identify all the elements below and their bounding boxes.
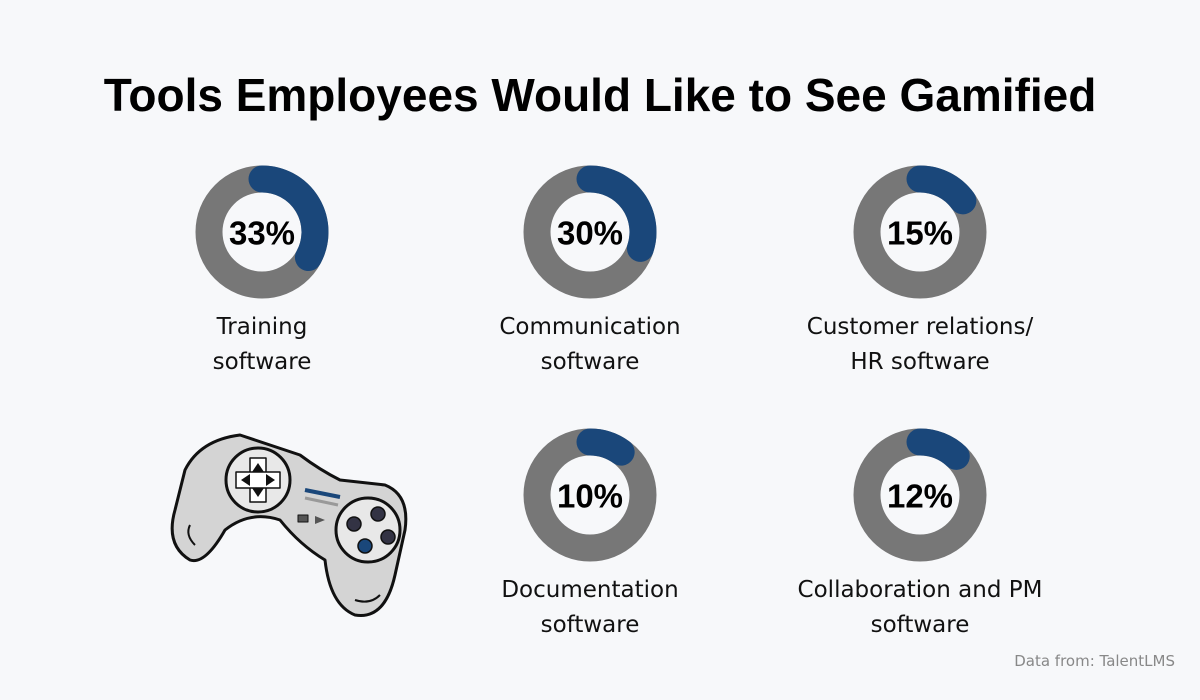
donut-arc xyxy=(576,165,657,262)
percent-label: 12% xyxy=(887,478,953,515)
category-label: Customer relations/ HR software xyxy=(806,314,1034,375)
page-title: Tools Employees Would Like to See Gamifi… xyxy=(103,69,1097,121)
category-label: Communication software xyxy=(499,314,681,375)
percent-label: 30% xyxy=(557,215,623,252)
category-label: Documentation software xyxy=(501,577,679,638)
percent-label: 33% xyxy=(229,215,295,252)
donut-arc xyxy=(906,428,970,470)
donut-arc xyxy=(576,428,635,466)
gamepad-icon xyxy=(170,433,408,617)
category-label: Collaboration and PM software xyxy=(797,577,1043,638)
percent-label: 10% xyxy=(557,478,623,515)
donut-arc xyxy=(248,165,329,272)
donut-arc xyxy=(906,165,977,215)
percent-label: 15% xyxy=(887,215,953,252)
category-label: Training software xyxy=(212,314,312,375)
source-note: Data from: TalentLMS xyxy=(1014,652,1175,670)
